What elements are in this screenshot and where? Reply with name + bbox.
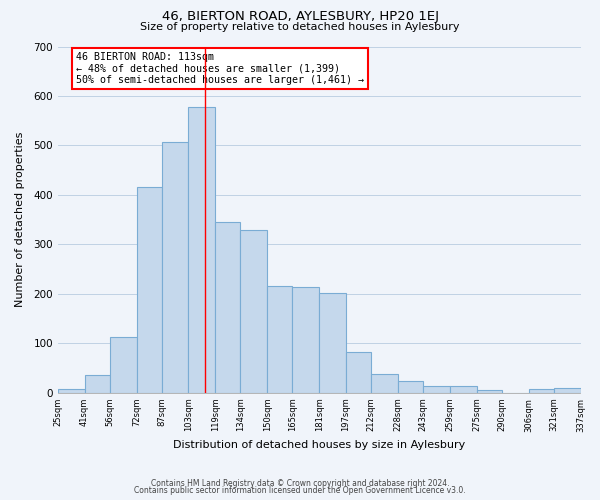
Bar	[241, 230, 267, 393]
Bar	[110, 338, 137, 393]
Bar	[292, 288, 319, 393]
Bar	[137, 188, 161, 393]
Bar	[423, 386, 450, 393]
Text: Size of property relative to detached houses in Aylesbury: Size of property relative to detached ho…	[140, 22, 460, 32]
Bar	[529, 389, 554, 393]
Bar	[319, 293, 346, 393]
Bar	[554, 388, 581, 393]
Text: Contains HM Land Registry data © Crown copyright and database right 2024.: Contains HM Land Registry data © Crown c…	[151, 478, 449, 488]
Bar	[476, 390, 502, 393]
Bar	[161, 142, 188, 393]
Text: 46 BIERTON ROAD: 113sqm
← 48% of detached houses are smaller (1,399)
50% of semi: 46 BIERTON ROAD: 113sqm ← 48% of detache…	[76, 52, 364, 85]
Bar	[346, 352, 371, 393]
Y-axis label: Number of detached properties: Number of detached properties	[15, 132, 25, 308]
Bar	[371, 374, 398, 393]
Text: 46, BIERTON ROAD, AYLESBURY, HP20 1EJ: 46, BIERTON ROAD, AYLESBURY, HP20 1EJ	[161, 10, 439, 23]
Text: Contains public sector information licensed under the Open Government Licence v3: Contains public sector information licen…	[134, 486, 466, 495]
X-axis label: Distribution of detached houses by size in Aylesbury: Distribution of detached houses by size …	[173, 440, 465, 450]
Bar	[188, 107, 215, 393]
Bar	[58, 389, 85, 393]
Bar	[215, 222, 241, 393]
Bar	[398, 382, 423, 393]
Bar	[450, 386, 476, 393]
Bar	[85, 376, 110, 393]
Bar	[267, 286, 292, 393]
